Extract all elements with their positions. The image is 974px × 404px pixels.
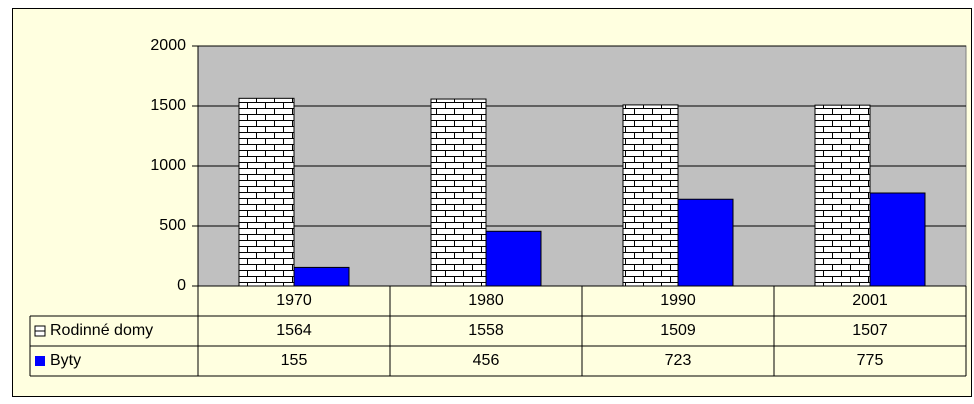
bar [238,97,295,287]
table-value: 456 [473,352,500,369]
table-value: 775 [857,352,884,369]
x-tick-label: 1970 [276,292,312,309]
y-tick-label: 0 [177,277,186,294]
legend-label: Byty [50,352,81,369]
bar [814,104,871,287]
table-value: 1558 [468,322,504,339]
y-tick-label: 1500 [150,97,186,114]
bar [869,192,926,287]
bar [622,104,679,287]
table-value: 723 [665,352,692,369]
x-tick-label: 1990 [660,292,696,309]
table-value: 155 [281,352,308,369]
y-tick-label: 500 [159,217,186,234]
bar [677,198,734,287]
y-tick-label: 2000 [150,37,186,54]
y-tick-label: 1000 [150,157,186,174]
bar [293,266,350,287]
table-value: 1507 [852,322,888,339]
x-tick-label: 1980 [468,292,504,309]
legend-key [35,356,45,366]
bar [485,230,542,287]
legend-label: Rodinné domy [50,322,153,339]
bar [430,98,487,287]
x-tick-label: 2001 [852,292,888,309]
table-value: 1564 [276,322,312,339]
table-value: 1509 [660,322,696,339]
